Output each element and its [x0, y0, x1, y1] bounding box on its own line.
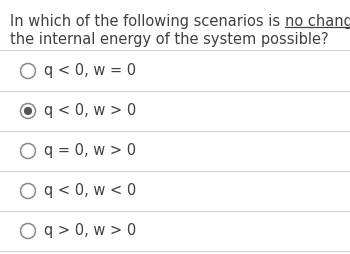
Text: q > 0, w > 0: q > 0, w > 0 — [43, 224, 136, 239]
Text: In which of the following scenarios is: In which of the following scenarios is — [10, 14, 285, 29]
Circle shape — [24, 107, 32, 115]
Text: q = 0, w > 0: q = 0, w > 0 — [43, 144, 136, 158]
Text: no change: no change — [285, 14, 350, 29]
Text: q < 0, w < 0: q < 0, w < 0 — [43, 183, 136, 198]
Text: the internal energy of the system possible?: the internal energy of the system possib… — [10, 32, 329, 47]
Text: q < 0, w > 0: q < 0, w > 0 — [43, 103, 136, 119]
Text: q < 0, w = 0: q < 0, w = 0 — [43, 64, 136, 78]
